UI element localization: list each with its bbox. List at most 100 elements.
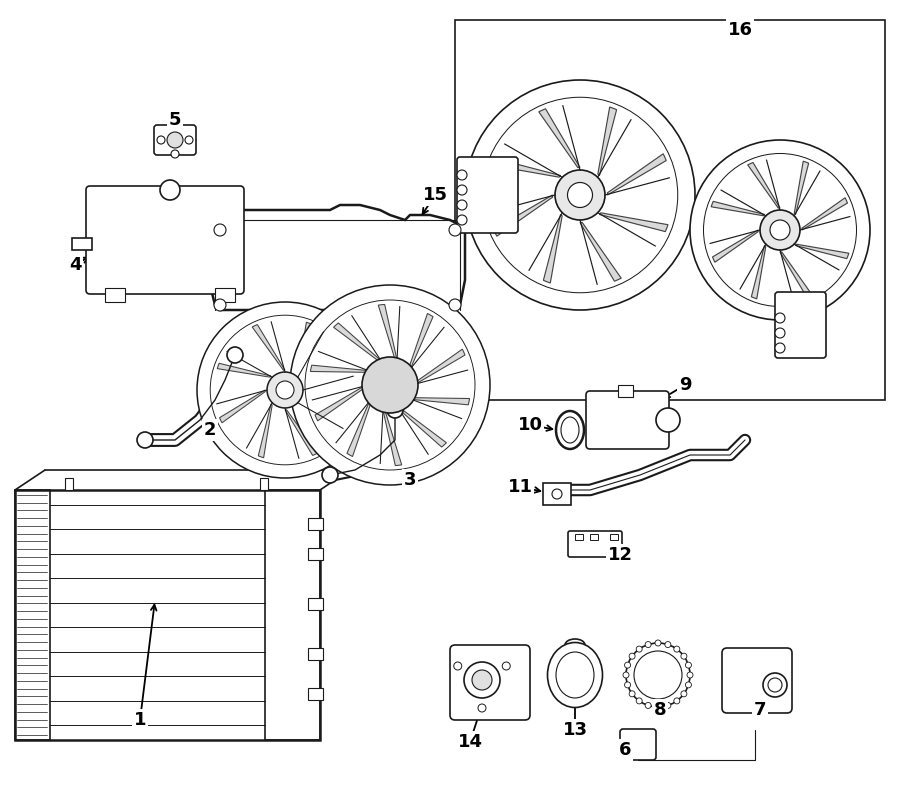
Circle shape <box>636 646 643 652</box>
Bar <box>15 490 320 740</box>
Circle shape <box>387 402 403 418</box>
Polygon shape <box>414 349 465 385</box>
Polygon shape <box>711 202 764 215</box>
Circle shape <box>457 200 467 210</box>
Circle shape <box>454 662 462 670</box>
Polygon shape <box>346 399 372 457</box>
Polygon shape <box>382 408 401 466</box>
Bar <box>215 288 235 302</box>
Bar <box>265 490 320 740</box>
Circle shape <box>457 185 467 195</box>
Polygon shape <box>795 161 809 215</box>
Bar <box>15 490 50 740</box>
Circle shape <box>362 357 418 413</box>
Text: 2: 2 <box>203 421 216 439</box>
Polygon shape <box>410 398 470 405</box>
Text: 1: 1 <box>134 711 146 729</box>
Circle shape <box>555 170 605 220</box>
Circle shape <box>686 662 691 668</box>
FancyBboxPatch shape <box>586 391 669 449</box>
Text: 14: 14 <box>457 733 482 751</box>
Circle shape <box>449 299 461 311</box>
Text: 13: 13 <box>562 721 588 739</box>
FancyBboxPatch shape <box>450 645 530 720</box>
Polygon shape <box>298 322 311 376</box>
Circle shape <box>655 640 661 646</box>
Bar <box>65 478 73 490</box>
FancyBboxPatch shape <box>722 648 792 713</box>
Text: 5: 5 <box>169 111 181 129</box>
Bar <box>590 534 598 540</box>
Circle shape <box>552 489 562 499</box>
Circle shape <box>625 682 631 688</box>
Circle shape <box>137 432 153 448</box>
Circle shape <box>775 343 785 353</box>
Circle shape <box>775 313 785 323</box>
Bar <box>105 288 125 302</box>
Text: 8: 8 <box>653 701 666 719</box>
Circle shape <box>214 299 226 311</box>
Polygon shape <box>299 403 353 416</box>
Ellipse shape <box>556 652 594 698</box>
Polygon shape <box>748 163 780 208</box>
Circle shape <box>379 374 401 396</box>
Text: 3: 3 <box>404 471 416 489</box>
Polygon shape <box>796 245 849 258</box>
Circle shape <box>160 180 180 200</box>
Text: 9: 9 <box>679 376 691 394</box>
Polygon shape <box>580 223 621 281</box>
Circle shape <box>686 682 691 688</box>
Circle shape <box>322 467 338 483</box>
Bar <box>308 518 323 530</box>
Polygon shape <box>315 385 366 421</box>
Circle shape <box>770 220 790 240</box>
Polygon shape <box>334 323 382 363</box>
Bar <box>543 483 571 505</box>
Circle shape <box>763 673 787 697</box>
Circle shape <box>157 136 165 144</box>
Circle shape <box>690 140 870 320</box>
Polygon shape <box>258 404 272 458</box>
Circle shape <box>171 150 179 158</box>
Circle shape <box>674 698 680 704</box>
Circle shape <box>674 646 680 652</box>
Circle shape <box>775 328 785 338</box>
Text: 10: 10 <box>518 416 543 434</box>
Circle shape <box>465 80 695 310</box>
Polygon shape <box>252 325 285 370</box>
Circle shape <box>634 651 682 699</box>
Circle shape <box>760 210 800 250</box>
Circle shape <box>167 132 183 148</box>
Circle shape <box>478 704 486 712</box>
Circle shape <box>276 381 294 399</box>
Text: 15: 15 <box>422 186 447 204</box>
Polygon shape <box>598 107 616 176</box>
FancyBboxPatch shape <box>568 531 622 557</box>
Polygon shape <box>544 215 562 283</box>
Bar <box>308 688 323 700</box>
Circle shape <box>636 698 643 704</box>
Polygon shape <box>220 390 266 423</box>
Circle shape <box>197 302 373 478</box>
Polygon shape <box>305 357 350 390</box>
Circle shape <box>681 691 687 697</box>
Circle shape <box>655 704 661 710</box>
Circle shape <box>665 702 670 709</box>
Circle shape <box>464 662 500 698</box>
Bar <box>455 20 885 400</box>
Polygon shape <box>494 195 553 237</box>
Polygon shape <box>217 364 271 377</box>
Circle shape <box>665 642 670 647</box>
Text: 11: 11 <box>508 478 533 496</box>
Circle shape <box>625 662 631 668</box>
Circle shape <box>645 642 651 647</box>
Text: 6: 6 <box>619 741 631 759</box>
Polygon shape <box>378 305 398 362</box>
Circle shape <box>290 285 490 485</box>
Circle shape <box>502 662 510 670</box>
Bar <box>260 478 268 490</box>
Polygon shape <box>608 154 666 195</box>
Circle shape <box>626 643 690 707</box>
Circle shape <box>227 347 243 363</box>
Circle shape <box>214 224 226 236</box>
